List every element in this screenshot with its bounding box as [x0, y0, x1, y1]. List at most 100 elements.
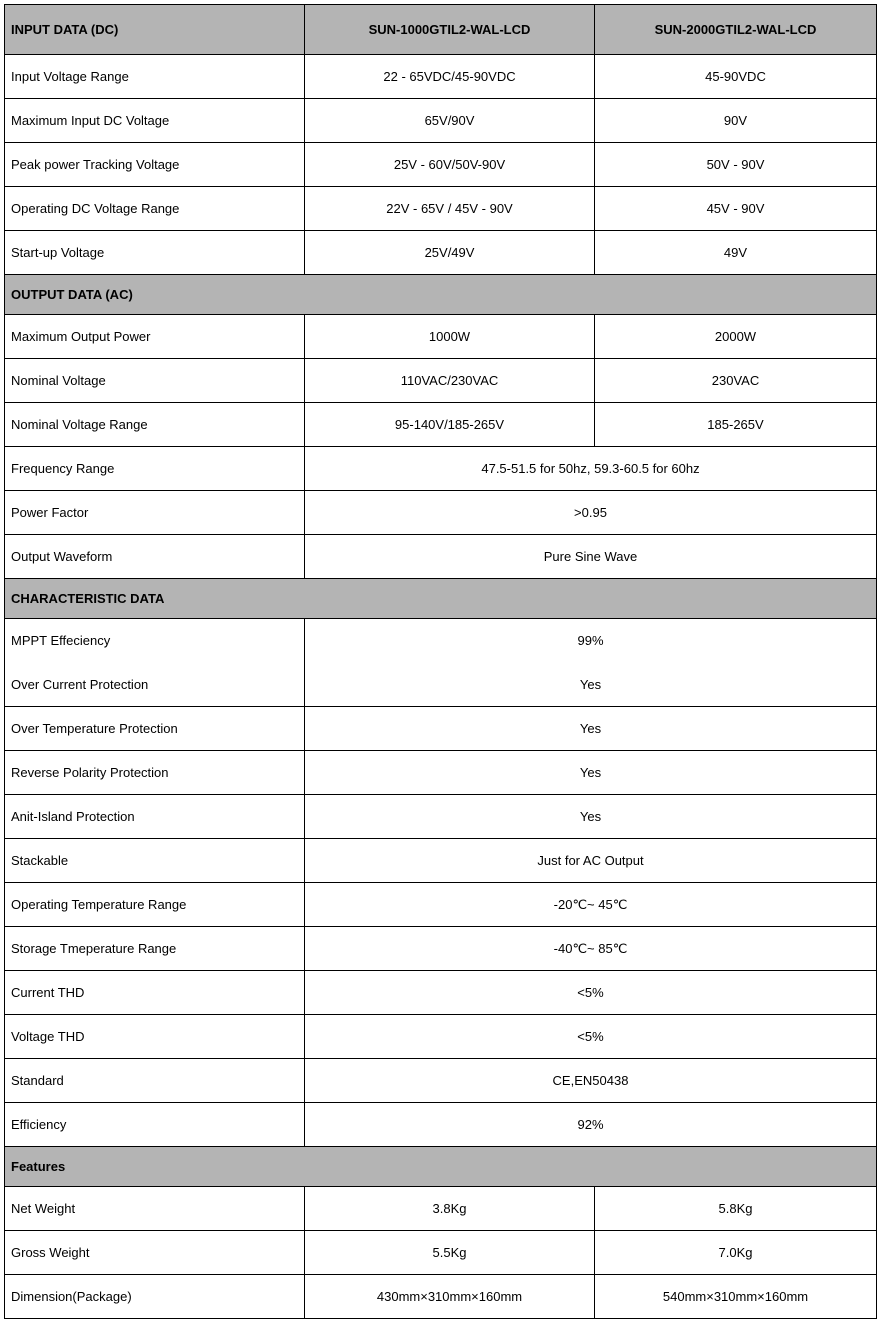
label: Operating DC Voltage Range	[5, 187, 305, 231]
value-1: 65V/90V	[305, 99, 595, 143]
value-2: 45-90VDC	[595, 55, 877, 99]
row-nominal-voltage-range: Nominal Voltage Range 95-140V/185-265V 1…	[5, 403, 877, 447]
value: CE,EN50438	[305, 1059, 877, 1103]
row-standard: Standard CE,EN50438	[5, 1059, 877, 1103]
row-output-waveform: Output Waveform Pure Sine Wave	[5, 535, 877, 579]
value: Yes	[305, 663, 877, 707]
row-operating-dc-range: Operating DC Voltage Range 22V - 65V / 4…	[5, 187, 877, 231]
model-1-header: SUN-1000GTIL2-WAL-LCD	[305, 5, 595, 55]
section-title-input: INPUT DATA (DC)	[5, 5, 305, 55]
row-storage-temp: Storage Tmeperature Range -40℃~ 85℃	[5, 927, 877, 971]
value: 99%	[305, 619, 877, 663]
value-2: 185-265V	[595, 403, 877, 447]
label: Maximum Input DC Voltage	[5, 99, 305, 143]
row-max-output-power: Maximum Output Power 1000W 2000W	[5, 315, 877, 359]
label: Current THD	[5, 971, 305, 1015]
value: Pure Sine Wave	[305, 535, 877, 579]
spec-table: INPUT DATA (DC) SUN-1000GTIL2-WAL-LCD SU…	[4, 4, 877, 1319]
label: Start-up Voltage	[5, 231, 305, 275]
row-over-current: Over Current Protection Yes	[5, 663, 877, 707]
value-2: 230VAC	[595, 359, 877, 403]
value: Yes	[305, 707, 877, 751]
row-mppt-efficiency: MPPT Effeciency 99%	[5, 619, 877, 663]
label: Operating Temperature Range	[5, 883, 305, 927]
row-frequency-range: Frequency Range 47.5-51.5 for 50hz, 59.3…	[5, 447, 877, 491]
value-2: 2000W	[595, 315, 877, 359]
label: Input Voltage Range	[5, 55, 305, 99]
value: Yes	[305, 751, 877, 795]
value: >0.95	[305, 491, 877, 535]
label: Dimension(Package)	[5, 1275, 305, 1319]
value: Yes	[305, 795, 877, 839]
label: Over Temperature Protection	[5, 707, 305, 751]
row-reverse-polarity: Reverse Polarity Protection Yes	[5, 751, 877, 795]
label: Gross Weight	[5, 1231, 305, 1275]
value-1: 110VAC/230VAC	[305, 359, 595, 403]
label: Net Weight	[5, 1187, 305, 1231]
value-2: 45V - 90V	[595, 187, 877, 231]
label: Nominal Voltage Range	[5, 403, 305, 447]
value-1: 22V - 65V / 45V - 90V	[305, 187, 595, 231]
label: Output Waveform	[5, 535, 305, 579]
row-stackable: Stackable Just for AC Output	[5, 839, 877, 883]
label: Nominal Voltage	[5, 359, 305, 403]
label: MPPT Effeciency	[5, 619, 305, 663]
label: Voltage THD	[5, 1015, 305, 1059]
value-1: 1000W	[305, 315, 595, 359]
row-over-temp: Over Temperature Protection Yes	[5, 707, 877, 751]
value-1: 22 - 65VDC/45-90VDC	[305, 55, 595, 99]
row-max-dc-voltage: Maximum Input DC Voltage 65V/90V 90V	[5, 99, 877, 143]
value-2: 50V - 90V	[595, 143, 877, 187]
row-gross-weight: Gross Weight 5.5Kg 7.0Kg	[5, 1231, 877, 1275]
value: Just for AC Output	[305, 839, 877, 883]
row-efficiency: Efficiency 92%	[5, 1103, 877, 1147]
section-header-features: Features	[5, 1147, 877, 1187]
row-nominal-voltage: Nominal Voltage 110VAC/230VAC 230VAC	[5, 359, 877, 403]
model-2-header: SUN-2000GTIL2-WAL-LCD	[595, 5, 877, 55]
label: Efficiency	[5, 1103, 305, 1147]
label: Anit-Island Protection	[5, 795, 305, 839]
label: Stackable	[5, 839, 305, 883]
value-2: 49V	[595, 231, 877, 275]
section-header-output: OUTPUT DATA (AC)	[5, 275, 877, 315]
value-1: 5.5Kg	[305, 1231, 595, 1275]
value-2: 7.0Kg	[595, 1231, 877, 1275]
row-dimension: Dimension(Package) 430mm×310mm×160mm 540…	[5, 1275, 877, 1319]
value: <5%	[305, 1015, 877, 1059]
value-1: 95-140V/185-265V	[305, 403, 595, 447]
value-2: 90V	[595, 99, 877, 143]
row-current-thd: Current THD <5%	[5, 971, 877, 1015]
row-input-voltage-range: Input Voltage Range 22 - 65VDC/45-90VDC …	[5, 55, 877, 99]
value: -40℃~ 85℃	[305, 927, 877, 971]
row-operating-temp: Operating Temperature Range -20℃~ 45℃	[5, 883, 877, 927]
row-peak-tracking: Peak power Tracking Voltage 25V - 60V/50…	[5, 143, 877, 187]
value-2: 5.8Kg	[595, 1187, 877, 1231]
value-2: 540mm×310mm×160mm	[595, 1275, 877, 1319]
value-1: 25V/49V	[305, 231, 595, 275]
value: -20℃~ 45℃	[305, 883, 877, 927]
label: Standard	[5, 1059, 305, 1103]
label: Maximum Output Power	[5, 315, 305, 359]
row-startup-voltage: Start-up Voltage 25V/49V 49V	[5, 231, 877, 275]
value: 47.5-51.5 for 50hz, 59.3-60.5 for 60hz	[305, 447, 877, 491]
label: Frequency Range	[5, 447, 305, 491]
row-anti-island: Anit-Island Protection Yes	[5, 795, 877, 839]
value-1: 3.8Kg	[305, 1187, 595, 1231]
row-voltage-thd: Voltage THD <5%	[5, 1015, 877, 1059]
value: 92%	[305, 1103, 877, 1147]
value-1: 25V - 60V/50V-90V	[305, 143, 595, 187]
section-header-input: INPUT DATA (DC) SUN-1000GTIL2-WAL-LCD SU…	[5, 5, 877, 55]
row-net-weight: Net Weight 3.8Kg 5.8Kg	[5, 1187, 877, 1231]
label: Over Current Protection	[5, 663, 305, 707]
label: Peak power Tracking Voltage	[5, 143, 305, 187]
section-title-output: OUTPUT DATA (AC)	[5, 275, 877, 315]
label: Power Factor	[5, 491, 305, 535]
label: Storage Tmeperature Range	[5, 927, 305, 971]
section-title-characteristic: CHARACTERISTIC DATA	[5, 579, 877, 619]
section-header-characteristic: CHARACTERISTIC DATA	[5, 579, 877, 619]
row-power-factor: Power Factor >0.95	[5, 491, 877, 535]
value: <5%	[305, 971, 877, 1015]
section-title-features: Features	[5, 1147, 877, 1187]
value-1: 430mm×310mm×160mm	[305, 1275, 595, 1319]
label: Reverse Polarity Protection	[5, 751, 305, 795]
